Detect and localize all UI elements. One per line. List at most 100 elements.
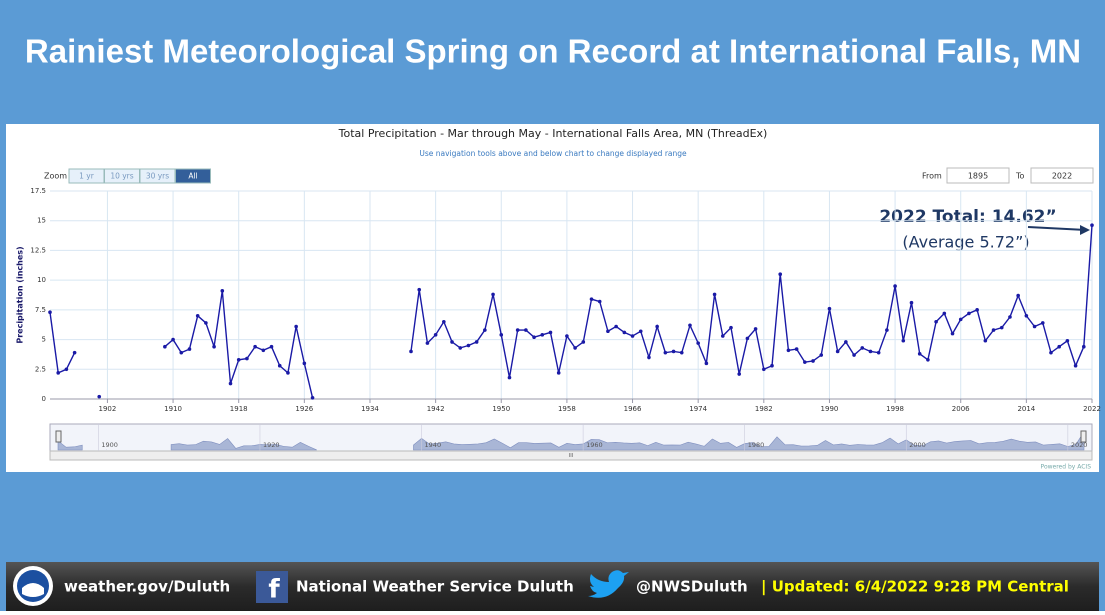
y-axis-label: Precipitation (inches) [16,246,25,343]
navigator-label: 2020 [1071,441,1088,449]
data-point [655,324,659,329]
x-tick-label: 1910 [164,405,182,413]
data-point [64,367,69,372]
data-point [926,357,930,362]
data-point [893,284,897,288]
data-point [770,363,774,368]
data-point [1057,344,1061,349]
to-value[interactable]: 2022 [1052,172,1072,181]
chart-subtitle: Use navigation tools above and below cha… [419,149,687,158]
zoom-button-label[interactable]: 30 yrs [146,172,169,181]
slide-title: Rainiest Meteorological Spring on Record… [25,33,1081,70]
x-tick-label: 1974 [689,405,707,413]
data-point [1016,293,1020,298]
data-point [868,349,873,354]
updated: | Updated: 6/4/2022 9:28 PM Central [761,578,1069,597]
data-point [163,344,167,349]
navigator-label: 1980 [748,441,765,449]
data-point [228,381,233,386]
data-point [786,348,791,353]
from-label: From [922,172,942,181]
from-input[interactable] [946,167,1010,184]
data-point [474,340,479,344]
data-point [212,344,216,349]
data-point [1090,223,1094,228]
navigator-label: 1900 [101,441,118,449]
navigator-handle[interactable] [55,430,62,443]
data-point [663,350,668,355]
data-point [811,359,815,363]
data-point [532,335,536,339]
data-point [302,361,307,366]
twitter[interactable]: @NWSDuluth [636,578,748,596]
zoom-button-label[interactable]: All [188,172,197,181]
data-point [433,333,438,337]
x-tick-label: 1982 [755,405,773,413]
data-point [901,338,906,343]
x-tick-label: 1990 [821,405,839,413]
y-tick-label: 7.5 [35,306,46,314]
data-point [885,328,889,332]
data-point [466,343,471,348]
data-point [597,299,602,304]
data-point [573,346,577,350]
to-input[interactable] [1030,167,1094,184]
data-point [507,375,512,380]
data-point [97,394,102,399]
data-point [679,350,684,355]
data-point [1024,314,1029,318]
x-tick-label: 1942 [427,405,445,413]
data-point [991,328,996,332]
zoom-label: Zoom [44,172,67,181]
x-tick-label: 1918 [230,405,248,413]
data-point [458,346,463,350]
y-tick-label: 10 [37,276,46,284]
to-label: To [1015,172,1025,181]
data-point [794,347,799,351]
data-point [204,321,208,325]
navigator-label: 1940 [425,441,442,449]
data-point [1049,350,1053,355]
arrow-head [1080,225,1090,235]
data-point [983,338,988,343]
data-point [171,337,175,342]
scrollbar[interactable] [49,450,1093,461]
zoom-button[interactable] [175,168,211,184]
data-point [1081,344,1086,349]
data-point [958,317,963,322]
data-point [1040,321,1045,325]
website[interactable]: weather.gov/Duluth [64,578,230,596]
data-point [56,371,61,375]
annotation: 2022 Total: 14.62” [879,207,1056,227]
data-point [524,328,528,332]
data-point [515,328,520,332]
data-point [803,360,807,364]
annotation: (Average 5.72”) [902,233,1029,252]
navigator-label: 1960 [586,441,603,449]
data-point [999,325,1004,330]
data-point [1032,324,1037,329]
navigator-handle[interactable] [1080,430,1087,443]
y-tick-label: 2.5 [35,365,46,373]
x-tick-label: 1950 [492,405,510,413]
data-point [835,349,840,354]
data-point [917,352,922,356]
data-point [548,330,553,335]
data-point [720,334,725,338]
data-point [737,372,741,376]
data-point [48,310,52,315]
y-tick-label: 0 [42,395,46,403]
facebook-icon [256,571,288,603]
nws-logo-cloud [22,583,44,597]
facebook[interactable]: National Weather Service Duluth [296,578,574,596]
zoom-button-label[interactable]: 10 yrs [110,172,133,181]
data-point [277,363,282,368]
data-point [565,334,569,338]
zoom-button-label[interactable]: 1 yr [79,172,95,181]
data-point [286,371,290,375]
from-value[interactable]: 1895 [968,172,988,181]
x-tick-label: 1958 [558,405,576,413]
data-point [696,341,700,345]
data-point [1065,338,1070,343]
